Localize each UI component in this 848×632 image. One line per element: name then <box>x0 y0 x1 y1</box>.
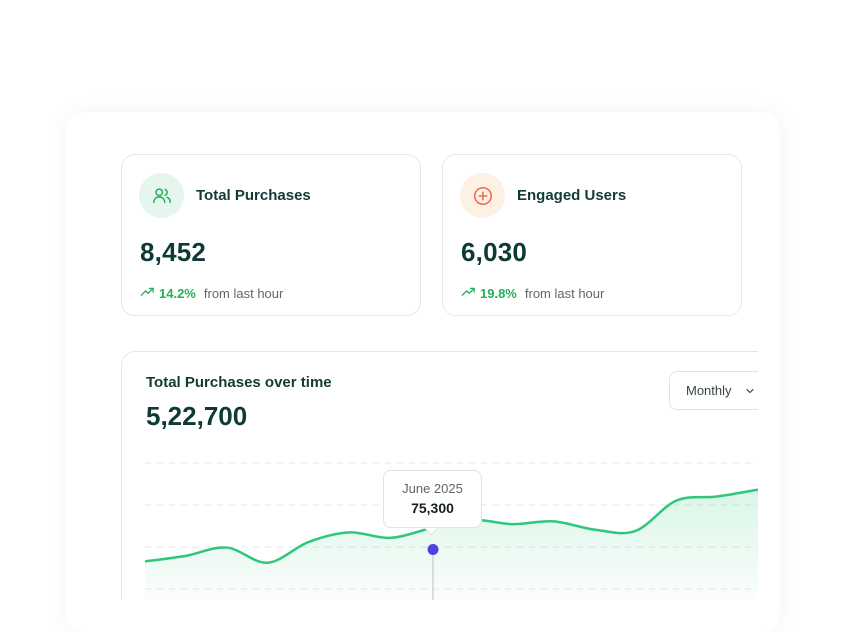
highlight-point[interactable] <box>427 544 439 555</box>
card-delta: 14.2% from last hour <box>140 284 283 302</box>
card-title: Engaged Users <box>517 187 627 204</box>
period-select-value: Monthly <box>686 383 732 398</box>
chart-tooltip: June 2025 75,300 <box>383 470 482 528</box>
area-chart <box>144 462 758 600</box>
card-delta: 19.8% from last hour <box>461 284 604 302</box>
card-title: Total Purchases <box>196 187 311 204</box>
trend-up-icon <box>140 284 155 302</box>
plus-circle-icon <box>460 173 505 218</box>
period-select[interactable]: Monthly <box>669 371 758 410</box>
delta-text: from last hour <box>524 285 605 301</box>
card-value: 6,030 <box>461 237 528 267</box>
users-icon <box>139 173 184 218</box>
card-value: 8,452 <box>140 237 207 267</box>
chart-title: Total Purchases over time <box>146 374 332 391</box>
area-fill <box>145 489 758 600</box>
delta-percent: 14.2% <box>159 285 196 301</box>
total-purchases-card: Total Purchases 8,452 14.2% from last ho… <box>121 154 421 316</box>
engaged-users-card: Engaged Users 6,030 19.8% from last hour <box>442 154 742 316</box>
delta-percent: 19.8% <box>480 285 517 301</box>
delta-text: from last hour <box>203 285 284 301</box>
trend-up-icon <box>461 284 476 302</box>
tooltip-value: 75,300 <box>411 500 454 516</box>
chart-total: 5,22,700 <box>146 401 248 431</box>
chart-section: Total Purchases over time 5,22,700 Month… <box>121 351 758 600</box>
chevron-down-icon <box>744 385 756 397</box>
tooltip-date: June 2025 <box>402 481 463 496</box>
